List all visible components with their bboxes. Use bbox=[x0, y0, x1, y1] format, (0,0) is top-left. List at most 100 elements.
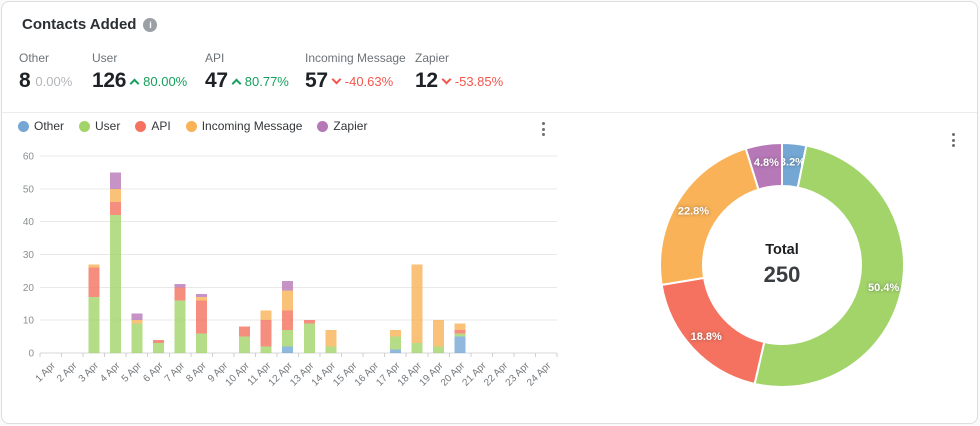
bar-segment-user-12-Apr[interactable] bbox=[282, 330, 294, 347]
bar-segment-user-13-Apr[interactable] bbox=[303, 323, 315, 353]
stat-label: API bbox=[205, 51, 225, 65]
y-axis-tick-label: 20 bbox=[23, 283, 35, 294]
donut-chart: 3.2% 50.4% 18.8% 22.8% 4.8% bbox=[659, 142, 905, 389]
donut-slice-label: 18.8% bbox=[691, 331, 722, 343]
donut-slice-incoming_message[interactable] bbox=[659, 147, 760, 286]
legend-item-user[interactable]: User bbox=[79, 119, 120, 133]
trend-down-icon bbox=[441, 74, 452, 84]
bar-segment-incoming_message-14-Apr[interactable] bbox=[325, 330, 337, 347]
bar-segment-user-14-Apr[interactable] bbox=[325, 346, 337, 353]
legend-dot bbox=[79, 120, 91, 132]
bar-segment-user-6-Apr[interactable] bbox=[152, 343, 164, 353]
donut-slice-label: 4.8% bbox=[754, 157, 779, 169]
bar-segment-incoming_message-11-Apr[interactable] bbox=[260, 310, 272, 321]
bar-segment-incoming_message-17-Apr[interactable] bbox=[389, 330, 401, 337]
stat-value: 57 bbox=[305, 69, 328, 92]
x-axis-tick-label: 5 Apr bbox=[120, 360, 145, 385]
bar-segment-api-7-Apr[interactable] bbox=[174, 287, 186, 301]
bar-segment-other-12-Apr[interactable] bbox=[282, 346, 294, 353]
y-axis-tick-label: 60 bbox=[23, 152, 35, 163]
bar-segment-api-13-Apr[interactable] bbox=[303, 320, 315, 324]
bar-segment-user-11-Apr[interactable] bbox=[260, 346, 272, 353]
bar-segment-user-7-Apr[interactable] bbox=[174, 300, 186, 353]
legend-item-zapier[interactable]: Zapier bbox=[317, 119, 367, 133]
bar-segment-other-20-Apr[interactable] bbox=[454, 336, 466, 353]
legend-label: Other bbox=[34, 119, 65, 133]
stat-label: Incoming Message bbox=[305, 51, 406, 65]
bar-segment-user-19-Apr[interactable] bbox=[433, 346, 445, 353]
legend-item-api[interactable]: API bbox=[135, 119, 171, 133]
stat-value: 12 bbox=[415, 69, 438, 92]
stat-api: API 47 80.77% bbox=[205, 51, 289, 93]
bar-segment-api-4-Apr[interactable] bbox=[109, 201, 121, 216]
bar-segment-api-20-Apr[interactable] bbox=[454, 330, 466, 334]
stat-change: 0.00% bbox=[35, 73, 73, 89]
info-icon[interactable]: i bbox=[143, 17, 158, 32]
bar-segment-incoming_message-19-Apr[interactable] bbox=[433, 320, 445, 347]
donut-slice-label: 3.2% bbox=[780, 157, 805, 169]
bar-segment-incoming_message-20-Apr[interactable] bbox=[454, 323, 466, 331]
page-title: Contacts Added bbox=[22, 16, 137, 33]
stat-zapier: Zapier 12 -53.85% bbox=[415, 51, 503, 93]
x-axis-tick-label: 7 Apr bbox=[163, 360, 188, 385]
stat-value: 47 bbox=[205, 69, 228, 92]
donut-slice-user[interactable] bbox=[753, 144, 905, 389]
bar-segment-api-6-Apr[interactable] bbox=[152, 339, 164, 344]
bar-segment-zapier-5-Apr[interactable] bbox=[131, 313, 143, 321]
bar-segment-incoming_message-3-Apr[interactable] bbox=[88, 264, 100, 268]
legend-label: Incoming Message bbox=[201, 119, 303, 133]
y-axis-tick-label: 50 bbox=[23, 184, 35, 195]
chart-legend: Other User API Incoming Message Zapier bbox=[18, 119, 367, 133]
bar-segment-zapier-7-Apr[interactable] bbox=[174, 284, 186, 288]
divider bbox=[2, 112, 977, 113]
stat-user: User 126 80.00% bbox=[92, 51, 187, 93]
bar-segment-user-20-Apr[interactable] bbox=[454, 333, 466, 337]
bar-segment-api-3-Apr[interactable] bbox=[88, 267, 100, 298]
stat-change: -40.63% bbox=[344, 73, 394, 89]
bar-segment-user-18-Apr[interactable] bbox=[411, 343, 423, 353]
donut-slice-label: 22.8% bbox=[678, 205, 709, 217]
bar-segment-user-5-Apr[interactable] bbox=[131, 323, 143, 353]
bar-segment-incoming_message-8-Apr[interactable] bbox=[196, 297, 208, 301]
x-axis-tick-label: 24 Apr bbox=[525, 360, 554, 389]
x-axis-tick-label: 1 Apr bbox=[34, 360, 59, 385]
bar-segment-user-3-Apr[interactable] bbox=[88, 297, 100, 353]
bar-segment-incoming_message-4-Apr[interactable] bbox=[109, 188, 121, 202]
bar-segment-api-10-Apr[interactable] bbox=[239, 326, 251, 337]
legend-label: Zapier bbox=[333, 119, 368, 133]
bar-segment-api-11-Apr[interactable] bbox=[260, 320, 272, 347]
legend-label: API bbox=[151, 119, 171, 133]
bar-segment-incoming_message-18-Apr[interactable] bbox=[411, 264, 423, 344]
y-axis-tick-label: 10 bbox=[23, 316, 35, 327]
bar-segment-incoming_message-12-Apr[interactable] bbox=[282, 290, 294, 311]
bar-segment-user-4-Apr[interactable] bbox=[109, 215, 121, 353]
stat-incoming-message: Incoming Message 57 -40.63% bbox=[305, 51, 406, 93]
trend-down-icon bbox=[331, 74, 342, 84]
bar-segment-api-12-Apr[interactable] bbox=[282, 310, 294, 331]
bar-segment-other-17-Apr[interactable] bbox=[389, 349, 401, 353]
x-axis-tick-label: 6 Apr bbox=[141, 360, 166, 385]
bar-segment-zapier-12-Apr[interactable] bbox=[282, 280, 294, 291]
bar-segment-user-8-Apr[interactable] bbox=[196, 333, 208, 353]
x-axis-tick-label: 10 Apr bbox=[224, 360, 253, 389]
donut-slice-zapier[interactable] bbox=[744, 142, 783, 191]
legend-item-other[interactable]: Other bbox=[18, 119, 64, 133]
x-axis-tick-label: 4 Apr bbox=[98, 360, 123, 385]
bar-segment-zapier-8-Apr[interactable] bbox=[196, 293, 208, 298]
bar-segment-zapier-4-Apr[interactable] bbox=[109, 172, 121, 189]
kebab-menu-icon[interactable] bbox=[536, 117, 551, 141]
y-axis-tick-label: 30 bbox=[23, 250, 35, 261]
legend-item-incoming-message[interactable]: Incoming Message bbox=[185, 119, 303, 133]
bar-segment-api-8-Apr[interactable] bbox=[196, 300, 208, 334]
legend-dot bbox=[317, 120, 329, 132]
legend-dot bbox=[185, 120, 197, 132]
x-axis-tick-label: 2 Apr bbox=[55, 360, 80, 385]
bar-segment-incoming_message-5-Apr[interactable] bbox=[131, 320, 143, 324]
stat-change: -53.85% bbox=[454, 73, 504, 89]
bar-segment-user-10-Apr[interactable] bbox=[239, 336, 251, 353]
bar-segment-user-17-Apr[interactable] bbox=[389, 336, 401, 350]
kebab-menu-icon[interactable] bbox=[946, 128, 961, 152]
stat-other: Other 8 0.00% bbox=[19, 51, 72, 93]
